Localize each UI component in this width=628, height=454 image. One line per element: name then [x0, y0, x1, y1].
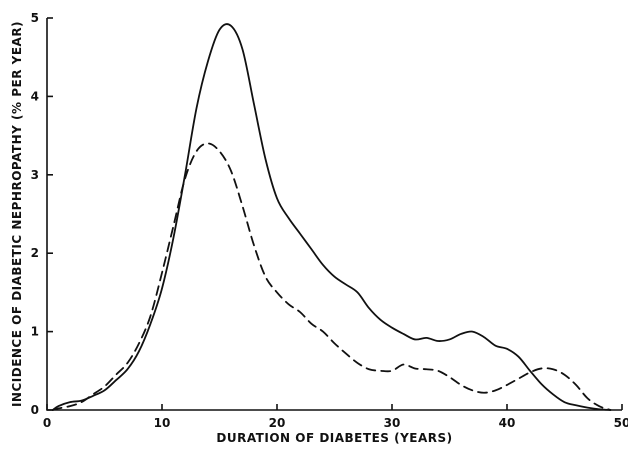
y-axis-title: INCIDENCE OF DIABETIC NEPHROPATHY (% PER… — [10, 21, 24, 407]
x-tick-label: 30 — [384, 416, 401, 430]
x-tick-label: 50 — [614, 416, 628, 430]
dashed-series-line — [51, 142, 612, 411]
axes-frame — [46, 18, 622, 411]
solid-series-line — [51, 23, 612, 411]
x-tick-label: 0 — [43, 416, 51, 430]
y-tick-label: 5 — [31, 11, 39, 25]
x-tick-label: 40 — [499, 416, 516, 430]
y-tick-label: 1 — [31, 325, 39, 339]
y-tick-label: 0 — [31, 403, 39, 417]
y-axis-ticks: 0 1 2 3 4 5 — [31, 11, 53, 417]
y-tick-label: 2 — [31, 246, 39, 260]
x-axis-ticks: 0 10 20 30 40 50 — [43, 404, 628, 430]
x-axis-title: DURATION OF DIABETES (YEARS) — [216, 431, 452, 445]
x-tick-label: 20 — [269, 416, 286, 430]
series-layer — [51, 23, 612, 411]
y-tick-label: 3 — [31, 168, 39, 182]
y-tick-label: 4 — [31, 89, 39, 103]
x-tick-label: 10 — [154, 416, 171, 430]
